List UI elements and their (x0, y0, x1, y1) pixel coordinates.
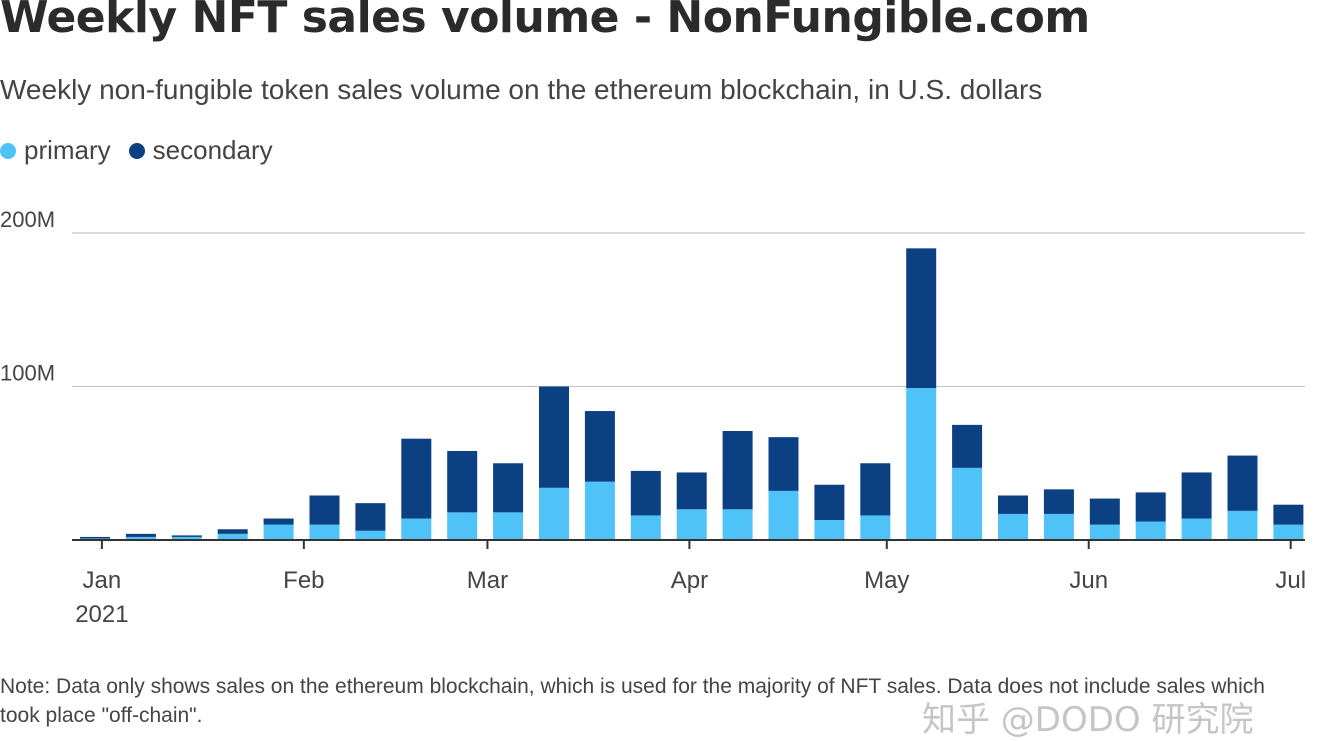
legend-dot-secondary (128, 142, 145, 159)
bar-primary-6 (355, 530, 386, 540)
bar-primary-7 (401, 518, 432, 540)
x-tick-label-Jun: Jun (1069, 567, 1108, 594)
bar-secondary-5 (309, 495, 340, 525)
bar-primary-9 (493, 512, 524, 540)
bar-primary-16 (814, 520, 845, 540)
bar-secondary-3 (217, 529, 248, 534)
bar-secondary-24 (1181, 472, 1212, 519)
bar-secondary-25 (1227, 455, 1258, 511)
x-tick-sublabel-2021: 2021 (75, 601, 128, 628)
bar-secondary-22 (1089, 498, 1120, 525)
x-tick-label-Jan: Jan (83, 567, 122, 594)
bar-primary-15 (768, 490, 799, 540)
legend: primary secondary (0, 135, 291, 166)
bar-primary-22 (1089, 524, 1120, 540)
bar-secondary-26 (1273, 504, 1304, 525)
bar-secondary-17 (860, 463, 891, 516)
chart-note: Note: Data only shows sales on the ether… (0, 675, 1265, 727)
bar-primary-4 (263, 524, 294, 540)
bar-primary-1 (125, 536, 156, 540)
bar-primary-8 (447, 512, 478, 540)
bar-primary-19 (952, 467, 983, 540)
legend-label-secondary: secondary (152, 135, 273, 165)
bar-secondary-15 (768, 437, 799, 491)
legend-dot-primary (0, 142, 16, 159)
bar-secondary-7 (401, 438, 432, 519)
legend-label-primary: primary (24, 135, 111, 165)
bar-primary-3 (217, 533, 248, 540)
bar-primary-13 (676, 509, 707, 540)
bar-primary-14 (722, 509, 753, 540)
bar-secondary-8 (447, 450, 478, 513)
bar-primary-2 (171, 536, 202, 540)
legend-item-secondary: secondary (128, 135, 273, 166)
bar-secondary-2 (171, 535, 202, 537)
bar-primary-21 (1043, 513, 1074, 540)
x-tick-label-Feb: Feb (283, 567, 324, 594)
bar-primary-18 (906, 388, 937, 540)
y-tick-label-100M: 100M (0, 361, 55, 386)
x-tick-label-Mar: Mar (467, 567, 508, 594)
x-tick-label-Apr: Apr (671, 567, 708, 594)
bar-secondary-12 (630, 470, 661, 516)
bar-secondary-18 (906, 248, 937, 389)
y-tick-label-200M: 200M (0, 207, 55, 232)
bar-secondary-23 (1135, 492, 1166, 522)
x-tick-label-May: May (864, 567, 909, 594)
bar-secondary-0 (80, 536, 110, 539)
bar-secondary-13 (676, 472, 707, 510)
bar-primary-5 (309, 524, 340, 540)
chart-title: Weekly NFT sales volume - NonFungible.co… (0, 0, 1090, 43)
bar-primary-11 (584, 481, 615, 540)
bar-secondary-1 (125, 533, 156, 537)
watermark: 知乎 @DODO 研究院 (922, 700, 1254, 740)
bar-primary-17 (860, 515, 891, 540)
bar-secondary-6 (355, 503, 386, 531)
bar-secondary-16 (814, 484, 845, 521)
bar-primary-10 (539, 487, 569, 540)
bar-primary-24 (1181, 518, 1212, 540)
bar-primary-12 (630, 515, 661, 540)
bar-primary-26 (1273, 524, 1304, 540)
x-tick-label-Jul: Jul (1275, 567, 1306, 594)
bar-chart: 100M 200M Jan 2021 Feb Mar Apr May Jun Jul (0, 207, 1306, 628)
bar-primary-20 (998, 513, 1028, 540)
bar-secondary-21 (1043, 489, 1074, 514)
bar-secondary-11 (584, 411, 615, 482)
bar-secondary-20 (998, 495, 1028, 514)
legend-item-primary: primary (0, 135, 111, 166)
bar-secondary-19 (952, 424, 983, 468)
bar-secondary-9 (493, 463, 524, 513)
bar-secondary-10 (539, 386, 569, 488)
chart-subtitle: Weekly non-fungible token sales volume o… (0, 74, 1043, 105)
bar-secondary-4 (263, 518, 294, 525)
bar-secondary-14 (722, 431, 753, 510)
bar-primary-23 (1135, 521, 1166, 540)
bar-primary-25 (1227, 510, 1258, 540)
